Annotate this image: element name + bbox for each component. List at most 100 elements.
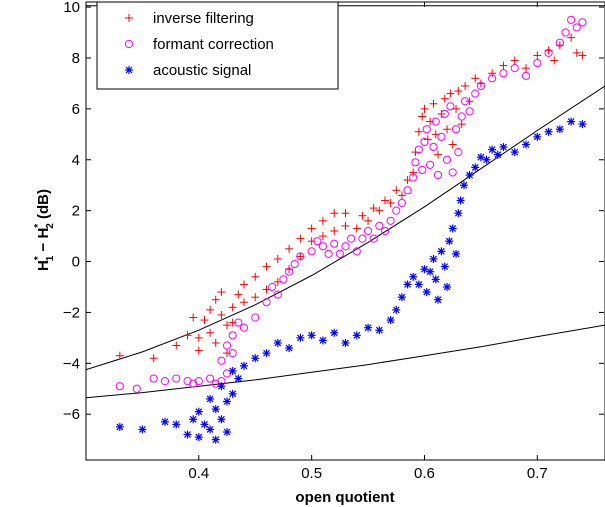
data-point — [189, 379, 198, 388]
data-point — [313, 237, 322, 246]
data-point — [285, 344, 294, 353]
data-point — [324, 249, 333, 258]
data-point — [429, 142, 438, 152]
data-point — [482, 155, 491, 164]
data-point — [194, 333, 203, 342]
data-point — [228, 331, 237, 340]
data-point — [521, 71, 531, 80]
y-tick-label: −6 — [63, 406, 80, 423]
data-point — [488, 74, 497, 83]
data-point — [296, 333, 305, 342]
data-point — [206, 374, 215, 383]
data-point — [392, 206, 401, 215]
y-tick-label: 6 — [72, 101, 80, 118]
data-point — [431, 117, 440, 126]
data-point — [510, 148, 519, 157]
data-points — [115, 15, 587, 444]
data-point — [183, 331, 192, 340]
data-point — [433, 170, 443, 180]
x-tick-label: 0.6 — [414, 465, 435, 482]
data-point — [172, 420, 181, 429]
data-point — [251, 293, 260, 302]
data-point — [461, 81, 470, 90]
data-point — [392, 186, 401, 195]
data-point — [318, 242, 328, 251]
data-point — [510, 64, 519, 73]
data-point — [426, 160, 435, 169]
legend-box — [96, 1, 339, 90]
data-point — [550, 56, 559, 65]
data-point — [341, 209, 350, 218]
data-point — [443, 282, 452, 291]
series-inverse-filtering — [115, 33, 587, 363]
data-point — [211, 295, 220, 304]
data-point — [318, 216, 327, 225]
data-point — [183, 377, 192, 386]
data-point — [409, 272, 418, 281]
data-point — [533, 132, 542, 141]
data-point — [189, 313, 198, 322]
legend: inverse filtering formant correction acous… — [96, 1, 339, 90]
data-point — [234, 374, 243, 383]
data-point — [200, 316, 209, 325]
data-point — [211, 405, 220, 414]
data-point — [228, 389, 237, 398]
data-point — [285, 244, 294, 253]
data-point — [290, 259, 299, 269]
data-point — [307, 237, 316, 246]
data-point — [172, 341, 181, 350]
data-point — [442, 155, 452, 164]
data-point — [296, 234, 305, 243]
data-point — [115, 351, 124, 360]
data-point — [318, 336, 327, 345]
data-point — [251, 272, 260, 281]
data-point — [451, 125, 461, 134]
data-point — [194, 377, 203, 386]
data-point — [429, 99, 438, 108]
data-point — [411, 158, 420, 167]
legend-marker — [124, 39, 134, 49]
data-point — [555, 38, 564, 47]
y-tick-label: 8 — [72, 50, 80, 67]
data-point — [375, 206, 384, 215]
data-point — [217, 310, 226, 319]
data-point — [375, 326, 384, 335]
data-point — [183, 430, 192, 439]
data-point — [206, 394, 215, 403]
data-point — [499, 69, 508, 78]
data-point — [471, 89, 480, 98]
data-point — [330, 328, 339, 337]
data-point — [307, 331, 316, 340]
data-point — [386, 199, 395, 208]
data-point — [578, 18, 587, 27]
legend-label: formant correction — [153, 36, 274, 53]
data-point — [454, 209, 463, 218]
data-point — [352, 224, 361, 233]
data-point — [149, 354, 158, 363]
data-point — [206, 425, 215, 434]
legend-marker — [125, 14, 133, 22]
data-point — [358, 211, 367, 220]
data-point — [454, 87, 463, 96]
data-point — [380, 226, 390, 236]
data-point — [352, 331, 361, 340]
data-point — [217, 356, 226, 365]
data-point — [522, 64, 531, 73]
data-point — [440, 94, 449, 103]
data-point — [347, 234, 356, 243]
data-point — [273, 254, 282, 263]
data-point — [352, 247, 361, 256]
data-point — [426, 267, 435, 276]
data-point — [454, 148, 463, 157]
data-point — [217, 382, 226, 391]
data-point — [318, 232, 327, 241]
data-point — [206, 328, 215, 337]
data-point — [223, 428, 232, 437]
data-point — [149, 374, 158, 383]
x-tick-label: 0.4 — [188, 465, 209, 482]
data-point — [434, 150, 443, 159]
data-point — [465, 171, 474, 180]
data-point — [273, 338, 282, 347]
data-point — [567, 33, 576, 42]
data-point — [465, 107, 474, 116]
